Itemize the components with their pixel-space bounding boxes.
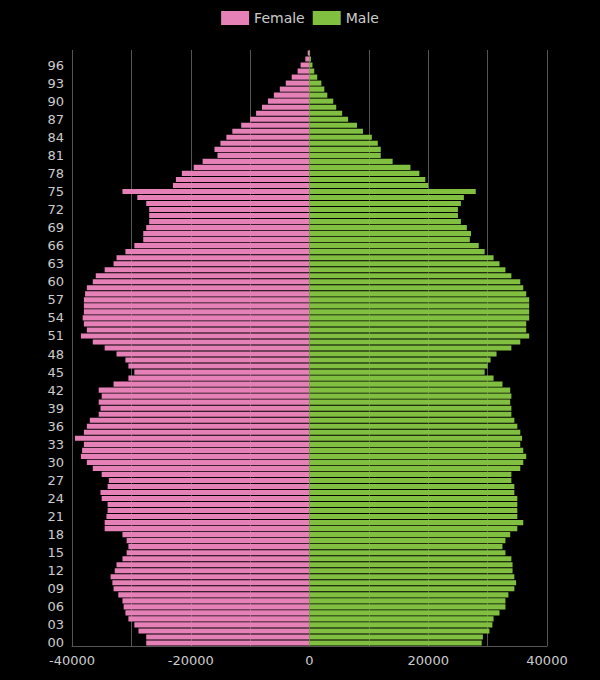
svg-text:15: 15 [47, 545, 64, 560]
svg-text:27: 27 [47, 473, 64, 488]
svg-text:40000: 40000 [526, 653, 567, 668]
svg-text:09: 09 [47, 581, 64, 596]
svg-text:90: 90 [47, 94, 64, 109]
svg-text:66: 66 [47, 238, 64, 253]
svg-text:-20000: -20000 [168, 653, 214, 668]
svg-text:78: 78 [47, 166, 64, 181]
svg-text:51: 51 [47, 328, 64, 343]
svg-text:42: 42 [47, 383, 64, 398]
svg-text:75: 75 [47, 184, 64, 199]
svg-text:45: 45 [47, 365, 64, 380]
svg-text:33: 33 [47, 437, 64, 452]
svg-text:30: 30 [47, 455, 64, 470]
svg-text:84: 84 [47, 130, 64, 145]
svg-text:39: 39 [47, 401, 64, 416]
svg-text:Female: Female [254, 10, 305, 26]
svg-text:24: 24 [47, 491, 64, 506]
svg-text:60: 60 [47, 274, 64, 289]
svg-text:00: 00 [47, 635, 64, 650]
svg-text:48: 48 [47, 347, 64, 362]
svg-text:03: 03 [47, 617, 64, 632]
svg-text:21: 21 [47, 509, 64, 524]
svg-text:63: 63 [47, 256, 64, 271]
svg-text:69: 69 [47, 220, 64, 235]
svg-text:54: 54 [47, 310, 64, 325]
svg-text:0: 0 [305, 653, 313, 668]
svg-text:12: 12 [47, 563, 64, 578]
svg-text:18: 18 [47, 527, 64, 542]
svg-text:93: 93 [47, 76, 64, 91]
svg-text:72: 72 [47, 202, 64, 217]
svg-text:-40000: -40000 [49, 653, 95, 668]
svg-text:57: 57 [47, 292, 64, 307]
svg-text:87: 87 [47, 112, 64, 127]
svg-text:06: 06 [47, 599, 64, 614]
svg-text:81: 81 [47, 148, 64, 163]
svg-text:36: 36 [47, 419, 64, 434]
svg-text:96: 96 [47, 58, 64, 73]
svg-text:Male: Male [346, 10, 379, 26]
svg-text:20000: 20000 [408, 653, 449, 668]
